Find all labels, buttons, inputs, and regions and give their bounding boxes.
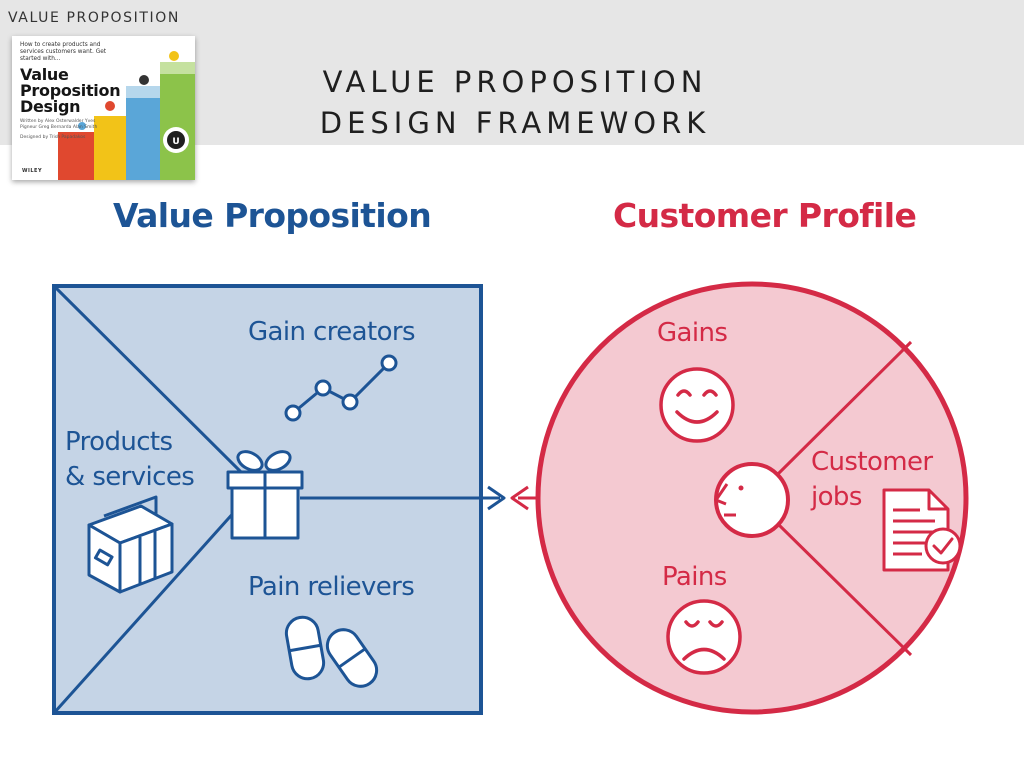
book-title-line-3: Design: [20, 97, 81, 116]
pills-icon: [284, 615, 379, 688]
gains-label: Gains: [657, 318, 728, 348]
products-services-label-line-1: Products: [65, 427, 173, 457]
book-designer: Designed by Trish Papadakos: [20, 135, 86, 140]
book-cover-art: U: [58, 51, 195, 180]
box-icon: [87, 495, 174, 594]
book-title-line-2: Proposition: [20, 81, 121, 100]
customer-jobs-label-line-1: Customer: [811, 447, 933, 477]
pain-relievers-label: Pain relievers: [248, 572, 415, 602]
book-authors: Written by Alex Osterwalder Yves Pigneur…: [20, 119, 98, 130]
value-proposition-heading: Value Proposition: [113, 196, 432, 235]
pains-label: Pains: [662, 562, 727, 592]
customer-jobs-label-line-2: jobs: [811, 482, 862, 512]
customer-face-icon: [714, 462, 790, 538]
slide-title-line-1: VALUE PROPOSITION: [322, 65, 708, 99]
book-publisher: WILEY: [22, 168, 43, 174]
book-title-line-1: Value: [20, 65, 69, 84]
document-check-icon: [882, 488, 962, 572]
slide-title: VALUE PROPOSITION DESIGN FRAMEWORK: [280, 62, 750, 144]
book-cover-text: How to create products and services cust…: [20, 42, 121, 141]
slide-title-line-2: DESIGN FRAMEWORK: [319, 106, 711, 140]
chart-line-icon: [284, 354, 398, 422]
book-cover: U How to create products and services cu…: [12, 36, 195, 180]
products-services-label-line-2: & services: [65, 462, 195, 492]
customer-profile-heading: Customer Profile: [613, 196, 917, 235]
svg-text:U: U: [172, 137, 179, 147]
book-title: Value Proposition Design: [20, 65, 121, 116]
frown-icon: [666, 599, 742, 675]
gift-icon: [226, 450, 304, 540]
smile-icon: [659, 367, 735, 443]
section-label: VALUE PROPOSITION: [8, 10, 180, 26]
book-tagline: How to create products and services cust…: [20, 42, 107, 62]
gain-creators-label: Gain creators: [248, 317, 416, 347]
